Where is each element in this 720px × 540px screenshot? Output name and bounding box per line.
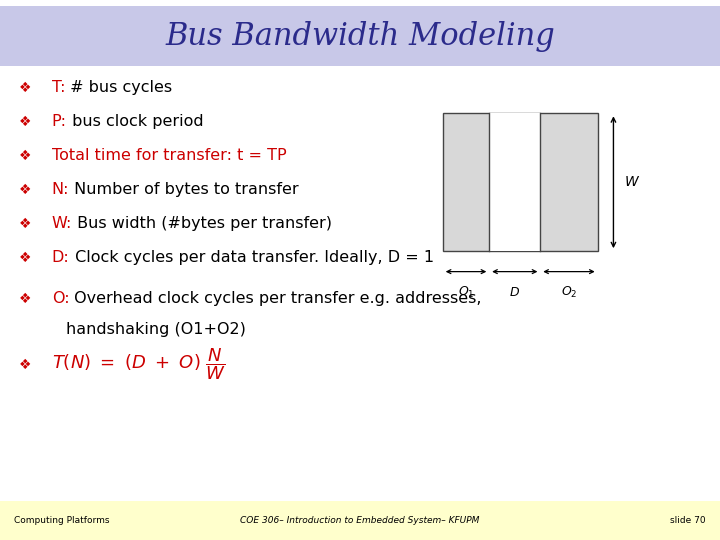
Text: $O_2$: $O_2$ <box>561 285 577 300</box>
Text: ❖: ❖ <box>19 148 32 163</box>
Text: bus clock period: bus clock period <box>67 114 204 129</box>
Text: Total time for transfer: t = TP: Total time for transfer: t = TP <box>52 148 287 163</box>
Bar <box>443 113 598 251</box>
Text: $D$: $D$ <box>509 286 521 299</box>
Text: Computing Platforms: Computing Platforms <box>14 516 110 525</box>
Text: D:: D: <box>52 250 70 265</box>
Text: N:: N: <box>52 182 69 197</box>
Text: Bus width (#bytes per transfer): Bus width (#bytes per transfer) <box>72 216 332 231</box>
Text: # bus cycles: # bus cycles <box>66 80 173 95</box>
Text: O:: O: <box>52 291 69 306</box>
Text: P:: P: <box>52 114 67 129</box>
Text: ❖: ❖ <box>19 217 32 231</box>
Text: $W$: $W$ <box>624 176 640 189</box>
Text: ❖: ❖ <box>19 292 32 306</box>
Text: slide 70: slide 70 <box>670 516 706 525</box>
Bar <box>0 6 720 66</box>
Text: T:: T: <box>52 80 66 95</box>
Text: Number of bytes to transfer: Number of bytes to transfer <box>69 182 299 197</box>
Text: ❖: ❖ <box>19 183 32 197</box>
Text: handshaking (O1+O2): handshaking (O1+O2) <box>66 322 246 338</box>
Text: COE 306– Introduction to Embedded System– KFUPM: COE 306– Introduction to Embedded System… <box>240 516 480 525</box>
Text: Bus Bandwidth Modeling: Bus Bandwidth Modeling <box>165 21 555 52</box>
Text: Overhead clock cycles per transfer e.g. addresses,: Overhead clock cycles per transfer e.g. … <box>69 291 482 306</box>
Text: Clock cycles per data transfer. Ideally, D = 1: Clock cycles per data transfer. Ideally,… <box>70 250 433 265</box>
Text: W:: W: <box>52 216 72 231</box>
Text: ❖: ❖ <box>19 357 32 372</box>
Text: $T(N)\ =\ (D\ +\ O)\ \dfrac{N}{W}$: $T(N)\ =\ (D\ +\ O)\ \dfrac{N}{W}$ <box>52 347 226 382</box>
Bar <box>490 113 540 251</box>
Bar <box>0 501 720 540</box>
Text: ❖: ❖ <box>19 251 32 265</box>
Text: $O_1$: $O_1$ <box>458 285 474 300</box>
Text: ❖: ❖ <box>19 114 32 129</box>
Text: ❖: ❖ <box>19 80 32 94</box>
